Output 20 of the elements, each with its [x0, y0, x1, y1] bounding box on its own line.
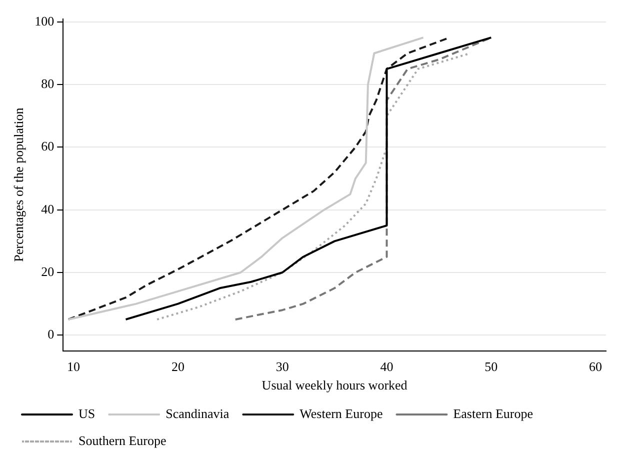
legend-label: Western Europe	[300, 406, 383, 421]
x-tick-label: 30	[276, 359, 289, 374]
legend-label: Scandinavia	[166, 406, 230, 421]
x-tick-label: 40	[380, 359, 394, 374]
x-tick-label: 20	[171, 359, 184, 374]
x-tick-label: 60	[589, 359, 602, 374]
line-series	[156, 52, 472, 320]
x-tick-label: 10	[67, 359, 80, 374]
x-tick-label: 50	[484, 359, 498, 374]
y-axis-title: Percentages of the population	[11, 107, 26, 262]
x-axis-title: Usual weekly hours worked	[262, 378, 408, 393]
legend-label: Eastern Europe	[453, 406, 534, 421]
y-tick-label: 40	[41, 201, 54, 216]
y-tick-label: 100	[34, 13, 54, 28]
y-tick-label: 60	[41, 138, 54, 154]
legend-label: US	[78, 406, 96, 421]
y-tick-label: 0	[48, 326, 54, 342]
y-tick-label: 20	[41, 264, 54, 279]
legend-label: Southern Europe	[78, 432, 166, 448]
y-tick-label: 80	[41, 76, 54, 91]
